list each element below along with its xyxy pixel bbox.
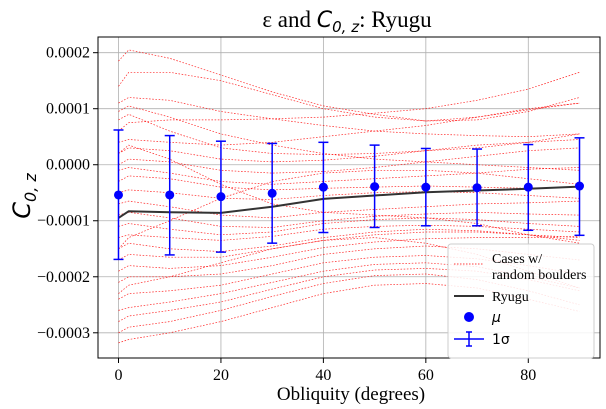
x-tick-label: 60 [418,367,434,384]
case-line [118,71,580,122]
y-tick-label: −0.0001 [37,213,90,230]
legend-cases-label-line2: random boulders [492,268,586,283]
mean-point [165,190,175,200]
case-line [118,147,580,174]
mean-points [113,181,585,202]
x-tick-label: 20 [213,367,229,384]
case-line [118,175,580,191]
legend-mu-label: μ [491,310,501,326]
x-axis-label: Obliquity (degrees) [277,384,425,405]
title-symbol: C [317,8,333,33]
legend-sigma-label: 1σ [492,332,510,348]
case-line [118,283,580,344]
mean-point [472,183,482,193]
mean-point [113,190,123,200]
case-line [118,262,580,311]
plot-frame [97,36,601,359]
mean-point [421,182,431,192]
mean-point [523,182,533,192]
mean-point [318,182,328,192]
case-line [118,102,580,146]
y-tick-label: 0.0001 [46,101,90,118]
case-line [118,97,580,138]
legend-mu-marker [464,312,474,322]
y-tick-label: −0.0003 [37,325,90,342]
case-line [118,255,580,300]
chart-title: ε and C0, z: Ryugu [262,7,432,36]
y-axis-label: C0, z [8,173,40,219]
case-line [118,211,580,228]
y-tick-label: 0.0002 [46,45,90,62]
x-tick-label: 40 [315,367,331,384]
case-line [118,217,580,236]
y-label-subscript: 0, z [21,173,40,202]
case-line [118,273,580,334]
legend-cases-label-line1: Cases w/ [492,252,542,267]
case-line [118,231,580,261]
y-tick-label: −0.0002 [37,269,90,286]
mean-point [216,192,226,202]
title-subscript: 0, z [332,18,360,36]
mean-point [370,182,380,192]
x-tick-label: 0 [114,367,122,384]
x-tick-label: 80 [520,367,536,384]
legend-box [447,243,595,359]
legend: Cases w/ random boulders Ryugu μ 1σ [447,243,595,359]
legend-ryugu-label: Ryugu [492,290,529,305]
axis-ticks: 0 20 40 60 80 0.0002 0.0001 0.0000 −0.0001 −0.000… [37,45,536,384]
y-label-symbol: C [8,202,36,219]
y-tick-label: 0.0000 [46,157,90,174]
case-line [118,71,580,132]
mean-point [575,181,585,191]
mean-point [267,188,277,198]
case-line [118,139,580,163]
case-line [118,228,580,252]
case-line [118,245,580,283]
case-line [118,144,580,244]
title-prefix: ε and [262,7,316,32]
title-suffix: : Ryugu [359,7,432,32]
case-line [118,49,580,122]
case-line [118,236,580,272]
case-line [118,200,580,219]
